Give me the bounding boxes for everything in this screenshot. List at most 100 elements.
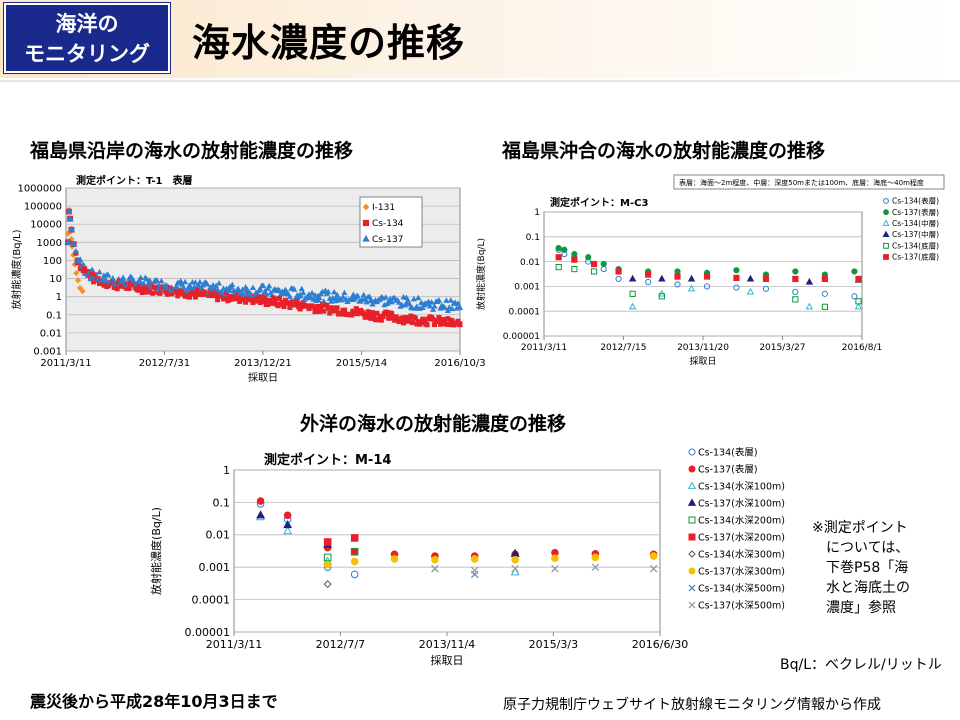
- reference-line: 濃度」参照: [826, 600, 896, 616]
- legend-label: I-131: [372, 203, 395, 213]
- data-point: [224, 287, 231, 293]
- data-point: [105, 271, 112, 278]
- legend-marker: [883, 242, 889, 249]
- y-tick-label: 0.0001: [192, 593, 231, 606]
- data-point: [360, 291, 367, 298]
- data-point: [241, 291, 248, 298]
- data-point: [328, 298, 335, 304]
- data-point: [244, 286, 251, 292]
- data-point: [418, 299, 425, 306]
- legend-label: Cs-134(水深300m): [698, 548, 785, 560]
- data-point: [350, 291, 357, 298]
- data-point: [390, 555, 399, 563]
- data-point: [855, 275, 862, 283]
- legend-marker: [688, 550, 696, 558]
- data-point: [256, 510, 266, 519]
- data-point: [571, 251, 578, 258]
- header-divider: [0, 80, 960, 82]
- data-point: [792, 296, 799, 303]
- data-point: [792, 288, 799, 296]
- data-point: [235, 285, 242, 292]
- data-point: [444, 307, 451, 314]
- series-7: [323, 552, 658, 569]
- data-point: [555, 245, 562, 252]
- data-point: [441, 304, 448, 311]
- data-point: [323, 538, 332, 546]
- reference-note: ※測定ポイント については、 下巻P58「海 水と海底土の 濃度」参照: [812, 518, 910, 618]
- data-point: [323, 553, 332, 562]
- data-point: [321, 308, 327, 314]
- data-point: [76, 284, 84, 292]
- chart2-title: 福島県沖合の海水の放射能濃度の推移: [502, 140, 826, 162]
- legend-marker: [882, 219, 890, 226]
- y-tick-label: 0.00001: [503, 332, 540, 342]
- data-point: [89, 266, 96, 272]
- data-point: [126, 286, 132, 292]
- data-point: [762, 285, 770, 292]
- data-point: [687, 274, 696, 282]
- y-tick-label: 1000000: [17, 184, 62, 195]
- data-point: [260, 282, 267, 289]
- y-tick-label: 0.001: [33, 347, 62, 358]
- data-point: [511, 555, 519, 564]
- data-point: [277, 295, 283, 301]
- x-tick-label: 2013/11/4: [419, 638, 475, 651]
- data-point: [341, 289, 348, 296]
- data-point: [821, 303, 828, 310]
- x-tick-label: 2012/7/7: [316, 638, 365, 651]
- data-point: [551, 564, 559, 573]
- y-tick-label: 10: [49, 274, 62, 285]
- data-point: [229, 281, 236, 288]
- y-tick-label: 0.1: [213, 496, 231, 509]
- data-point: [196, 278, 203, 285]
- data-point: [443, 297, 450, 303]
- legend-marker: [362, 203, 370, 211]
- data-point: [746, 274, 755, 282]
- data-point: [470, 555, 479, 563]
- layer-note-box: [673, 174, 945, 190]
- data-point: [350, 547, 359, 556]
- data-point: [192, 279, 199, 285]
- data-point: [396, 299, 403, 305]
- data-point: [64, 238, 72, 245]
- data-point: [294, 298, 300, 304]
- x-tick-label: 2015/3/27: [759, 343, 805, 353]
- y-axis-label: 放射能濃度(Bq/L): [149, 507, 163, 595]
- legend: Cs-134(表層)Cs-137(表層)Cs-134(中層)Cs-137(中層)…: [882, 196, 939, 262]
- data-point: [215, 280, 223, 286]
- series-9: [431, 563, 658, 575]
- legend-label: Cs-134(底層): [892, 240, 939, 250]
- data-point: [746, 287, 755, 295]
- data-point: [74, 277, 82, 284]
- data-point: [590, 268, 598, 275]
- x-axis-label: 採取日: [248, 371, 278, 384]
- data-point: [286, 293, 293, 300]
- data-point: [649, 552, 658, 560]
- data-point: [150, 290, 156, 296]
- data-point: [210, 281, 217, 288]
- data-point: [821, 290, 828, 297]
- legend-box: [359, 196, 423, 248]
- data-point: [571, 256, 578, 263]
- layer-note: 表層：海面～2m程度、中層：深度50mまたは100m、底層：海底～40m程度: [679, 178, 924, 187]
- data-point: [561, 246, 568, 253]
- legend-label: Cs-137(中層): [892, 229, 939, 239]
- data-point: [316, 294, 323, 300]
- data-point: [323, 580, 332, 589]
- legend: I-131 Cs-134 Cs-137: [359, 196, 423, 248]
- x-tick-label: 2016/10/3: [434, 358, 485, 369]
- chart3-open-sea: 0.00001 0.0001 0.001 0.01 0.1 1 2011/3/11 2012/…: [149, 446, 785, 667]
- data-point: [615, 268, 622, 275]
- measurement-point-label: 測定ポイント：M-C3: [550, 196, 648, 209]
- y-tick-label: 0.01: [520, 258, 540, 268]
- x-tick-label: 2015/3/3: [529, 638, 578, 651]
- data-point: [120, 274, 127, 280]
- data-point: [600, 260, 607, 268]
- reference-line: ※測定ポイント: [812, 520, 908, 536]
- data-point: [649, 564, 658, 573]
- series-4: [323, 547, 359, 562]
- y-tick-label: 0.001: [514, 283, 540, 293]
- data-point: [854, 302, 863, 310]
- legend-marker: [688, 601, 696, 609]
- data-point: [307, 294, 314, 301]
